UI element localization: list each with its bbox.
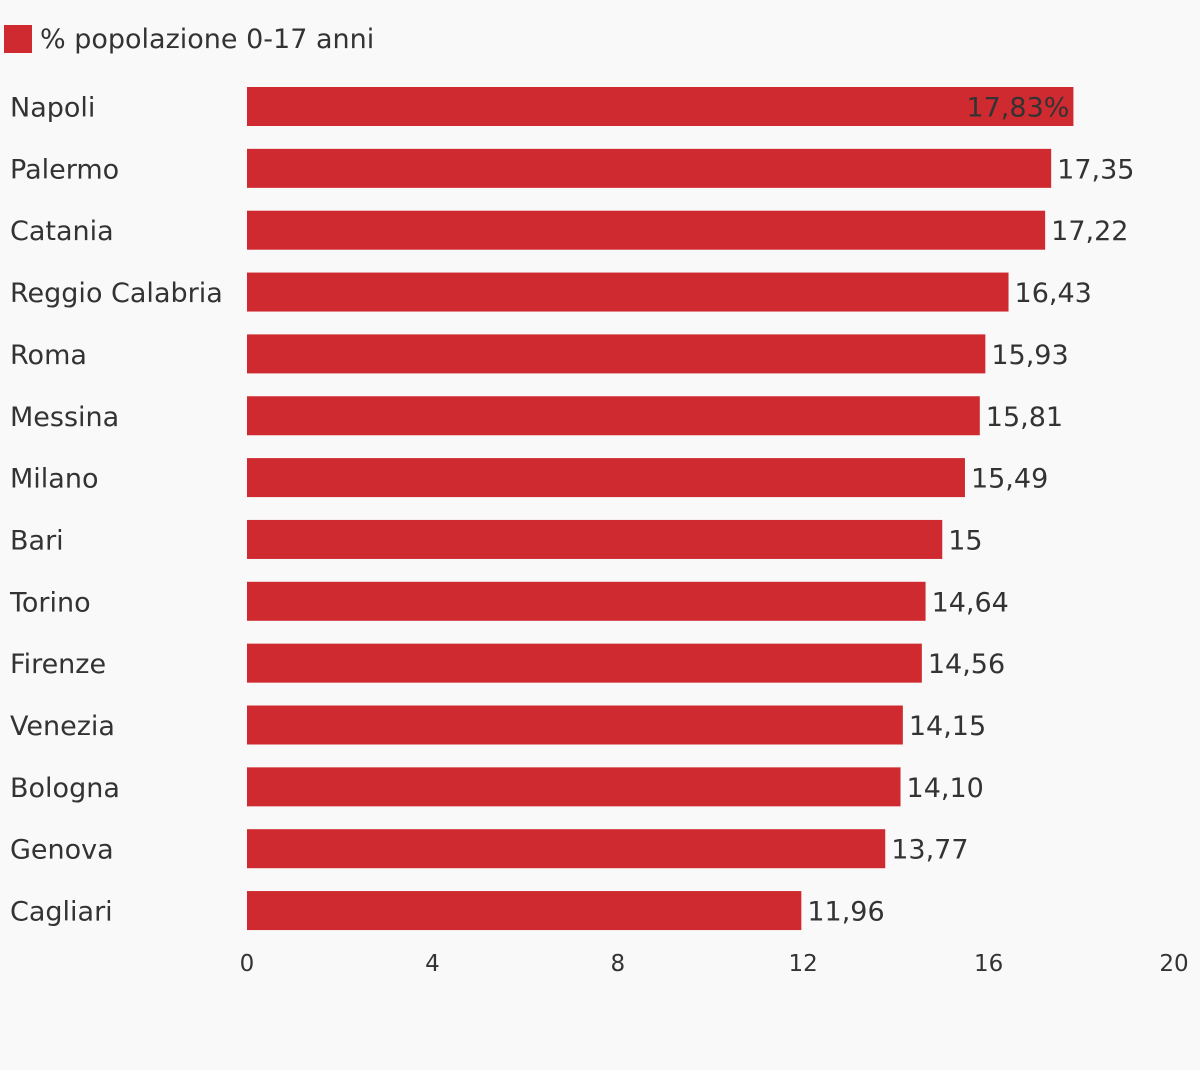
bar — [247, 891, 802, 931]
category-label: Cagliari — [10, 897, 113, 928]
bar — [247, 581, 926, 621]
value-label: 14,64 — [932, 587, 1009, 618]
bar — [247, 458, 965, 498]
value-label: 17,22 — [1051, 216, 1128, 247]
category-label: Palermo — [10, 154, 119, 185]
bar — [247, 210, 1046, 250]
category-label: Messina — [10, 402, 119, 433]
x-tick-label: 16 — [974, 951, 1003, 977]
category-label: Firenze — [10, 649, 106, 680]
bar — [247, 829, 886, 869]
bar — [247, 519, 943, 559]
value-label: 11,96 — [807, 897, 884, 928]
category-label: Napoli — [10, 93, 95, 124]
category-label: Bologna — [10, 773, 120, 804]
category-label: Venezia — [10, 711, 115, 742]
bar — [247, 87, 1074, 126]
bar — [247, 272, 1009, 312]
value-label: 13,77 — [891, 835, 968, 866]
bar — [247, 705, 903, 745]
category-label: Roma — [10, 340, 87, 371]
value-label: 17,35 — [1057, 154, 1134, 185]
bar — [247, 396, 980, 436]
value-label: 15,81 — [986, 402, 1063, 433]
x-tick-label: 8 — [610, 951, 625, 977]
legend-swatch — [4, 25, 32, 53]
value-label: 14,15 — [909, 711, 986, 742]
bar — [247, 148, 1052, 188]
bar — [247, 643, 922, 683]
value-label: 14,56 — [928, 649, 1005, 680]
value-label: 15,93 — [991, 340, 1068, 371]
x-tick-label: 0 — [240, 951, 255, 977]
value-label: 16,43 — [1015, 278, 1092, 309]
x-tick-label: 20 — [1159, 951, 1188, 977]
x-tick-label: 4 — [425, 951, 440, 977]
category-label: Reggio Calabria — [10, 278, 223, 309]
legend-label: % popolazione 0-17 anni — [40, 23, 375, 55]
value-label: 15,49 — [971, 464, 1048, 495]
value-label: 15 — [948, 525, 982, 556]
category-label: Catania — [10, 216, 114, 247]
x-tick-label: 12 — [789, 951, 818, 977]
category-label: Genova — [10, 835, 114, 866]
category-label: Milano — [10, 464, 98, 495]
value-label: 14,10 — [907, 773, 984, 804]
bar — [247, 767, 901, 807]
bar — [247, 334, 986, 374]
value-label: 17,83% — [966, 93, 1069, 124]
category-label: Bari — [10, 525, 64, 556]
category-label: Torino — [9, 587, 91, 618]
legend: % popolazione 0-17 anni — [4, 23, 375, 55]
